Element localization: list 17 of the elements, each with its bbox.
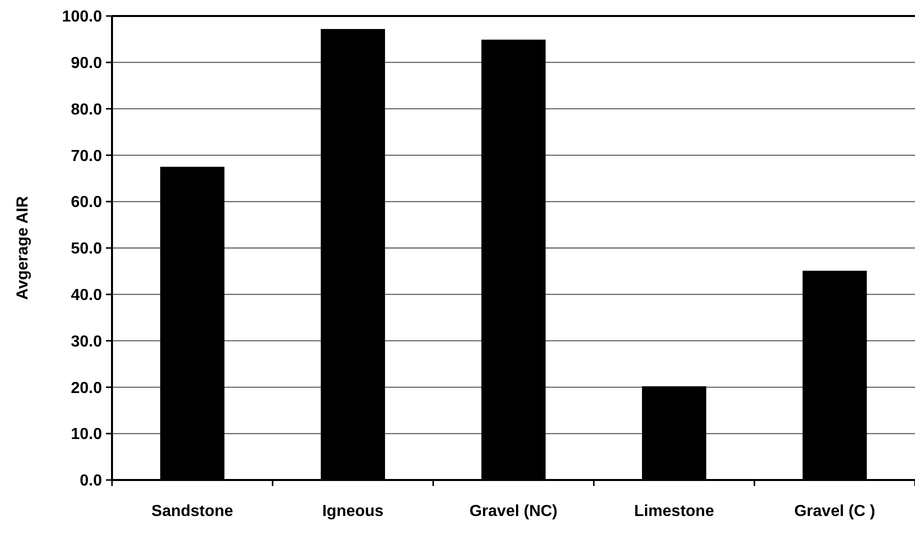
y-tick-label: 100.0 [62, 8, 102, 26]
x-tick-label: Igneous [322, 503, 384, 520]
y-tick-label: 30.0 [70, 333, 102, 350]
y-tick-label: 60.0 [70, 194, 102, 212]
y-tick-label: 0.0 [80, 472, 102, 490]
x-tick-label: Gravel (NC) [469, 503, 558, 520]
y-tick-label: 40.0 [70, 287, 102, 304]
x-tick-label: Limestone [634, 503, 714, 520]
x-tick-label: Sandstone [151, 503, 234, 520]
y-axis-title: Avgerage AIR [14, 196, 32, 300]
y-tick-label: 90.0 [70, 55, 102, 72]
y-tick-label: 10.0 [70, 426, 102, 444]
x-tick-label: Gravel (C ) [794, 503, 876, 520]
y-tick-label: 70.0 [70, 148, 102, 165]
y-tick-label: 80.0 [70, 101, 102, 118]
y-tick-label: 50.0 [70, 240, 102, 258]
y-tick-label: 20.0 [70, 380, 102, 397]
